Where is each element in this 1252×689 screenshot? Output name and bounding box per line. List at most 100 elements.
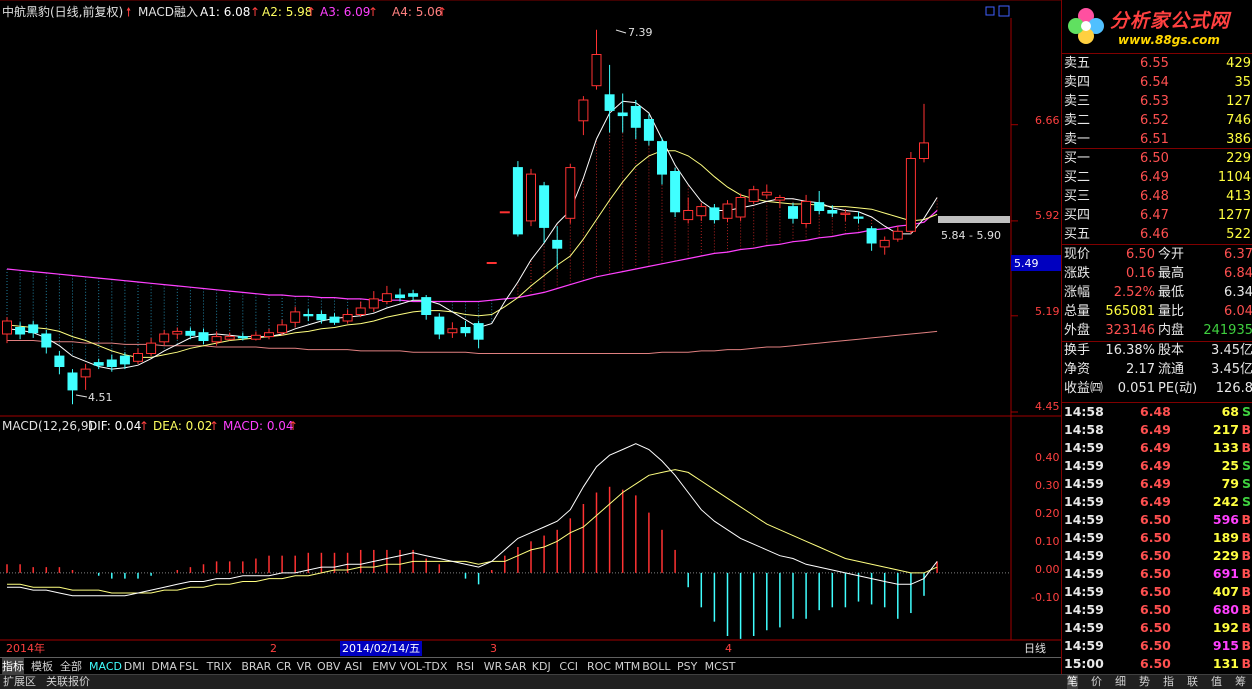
- stat-label: 外盘: [1064, 323, 1091, 338]
- candle-body-56: [735, 197, 746, 218]
- related-quotes-tab[interactable]: 关联报价: [46, 675, 90, 688]
- candle-body-28: [368, 298, 379, 309]
- indicator-tab-wr[interactable]: WR: [483, 660, 503, 673]
- candle-body-55: [722, 203, 733, 219]
- stat-value: 6.50: [1126, 247, 1155, 262]
- site-logo: 分析家公式网 www.88gs.com: [1062, 0, 1252, 53]
- indicator-tab-boll[interactable]: BOLL: [642, 660, 671, 673]
- bid-volume: 1104: [1217, 170, 1251, 185]
- a1-value: A1: 6.08: [200, 5, 250, 19]
- indicator-tab-sar[interactable]: SAR: [504, 660, 527, 673]
- candle-body-54: [709, 207, 720, 221]
- trade-price: 6.50: [1140, 620, 1171, 635]
- chart-area[interactable]: 中航黑豹(日线,前复权) 🠕 MACD融入 A1: 6.08 ↑ A2: 5.9…: [0, 0, 1061, 657]
- bottom-bar: 扩展区 关联报价: [0, 674, 1061, 689]
- indicator-tab-roc[interactable]: ROC: [587, 660, 611, 673]
- bid-label: 买五: [1064, 227, 1091, 242]
- stat-value: 126.8: [1215, 381, 1252, 396]
- side-tab-1[interactable]: 价: [1091, 675, 1102, 688]
- indicator-tab-dmi[interactable]: DMI: [123, 660, 146, 673]
- candle-body-23: [303, 314, 314, 317]
- bid-row: 买一 6.50 229: [1062, 149, 1252, 168]
- bid-volume: 522: [1226, 227, 1251, 242]
- candle-body-65: [853, 216, 864, 219]
- candle-body-25: [329, 316, 340, 323]
- indicator-tab-rsi[interactable]: RSI: [456, 660, 475, 673]
- stat-value: 241935: [1203, 323, 1252, 338]
- indicator-tab-模板[interactable]: 模板: [31, 660, 53, 673]
- indicator-tab-全部[interactable]: 全部: [60, 660, 82, 673]
- indicator-tab-obv[interactable]: OBV: [317, 660, 341, 673]
- ask-volume: 386: [1226, 132, 1251, 147]
- indicator-tab-fsl[interactable]: FSL: [179, 660, 199, 673]
- candle-body-20: [264, 332, 274, 338]
- candle-body-68: [892, 230, 903, 240]
- side-tab-6[interactable]: 值: [1211, 675, 1222, 688]
- window-close-icon[interactable]: [998, 5, 1010, 17]
- candle-body-67: [879, 239, 890, 248]
- side-tab-4[interactable]: 指: [1163, 675, 1174, 688]
- stat-label: 总量: [1064, 304, 1091, 319]
- indicator-tab-macd[interactable]: MACD: [89, 660, 122, 673]
- candle-body-14: [185, 330, 196, 336]
- side-tab-2[interactable]: 细: [1115, 675, 1126, 688]
- trade-price: 6.50: [1140, 548, 1171, 563]
- period-label[interactable]: 日线: [1024, 641, 1046, 655]
- candle-body-35: [460, 327, 471, 334]
- indicator-tab-dma[interactable]: DMA: [151, 660, 177, 673]
- indicator-tab-kdj[interactable]: KDJ: [531, 660, 551, 673]
- indicator-tab-brar[interactable]: BRAR: [241, 660, 272, 673]
- trade-side: B: [1241, 620, 1251, 635]
- trade-volume: 242: [1212, 494, 1239, 509]
- bid-row: 买五 6.46 522: [1062, 225, 1252, 244]
- indicator-tab-trix[interactable]: TRIX: [206, 660, 232, 673]
- trade-side: B: [1241, 656, 1251, 671]
- candle-body-29: [381, 293, 392, 303]
- side-tab-7[interactable]: 筹: [1235, 675, 1246, 688]
- indicator-tab-mtm[interactable]: MTM: [614, 660, 641, 673]
- candle-body-2: [28, 324, 39, 334]
- indicator-tab-指标[interactable]: 指标: [2, 658, 24, 675]
- candlestick-series: [2, 29, 929, 405]
- trade-row: 14:59 6.49 242 S: [1062, 493, 1252, 511]
- expand-area-tab[interactable]: 扩展区: [3, 675, 36, 688]
- side-tab-0[interactable]: 笔: [1067, 675, 1078, 689]
- stat-value: 16.38%: [1105, 343, 1155, 358]
- trade-volume: 68: [1221, 404, 1239, 419]
- indicator-tab-vr[interactable]: VR: [296, 660, 312, 673]
- candle-body-59: [774, 197, 785, 201]
- trade-row: 14:59 6.50 189 B: [1062, 529, 1252, 547]
- ma-purple-line: [6, 210, 938, 303]
- macd-value: MACD: 0.04: [223, 419, 294, 433]
- candle-body-37: [486, 262, 497, 264]
- indicator-tab-mcst[interactable]: MCST: [704, 660, 736, 673]
- side-tab-5[interactable]: 联: [1187, 675, 1198, 688]
- candle-body-39: [512, 167, 523, 235]
- bid-label: 买三: [1064, 189, 1091, 204]
- trade-time: 14:59: [1064, 638, 1104, 653]
- trade-volume: 217: [1212, 422, 1239, 437]
- trade-price: 6.49: [1140, 458, 1171, 473]
- indicator-tab-cr[interactable]: CR: [276, 660, 292, 673]
- dea-line: [7, 469, 938, 594]
- indicator-tab-vol-tdx[interactable]: VOL-TDX: [399, 660, 448, 673]
- side-tab-3[interactable]: 势: [1139, 675, 1150, 688]
- indicator-tab-emv[interactable]: EMV: [372, 660, 397, 673]
- indicator-tab-psy[interactable]: PSY: [677, 660, 698, 673]
- a2-value: A2: 5.98: [262, 5, 312, 19]
- indicator-tab-asi[interactable]: ASI: [344, 660, 363, 673]
- stat-label: 收益㈣: [1064, 381, 1104, 396]
- stat-row: 收益㈣ 0.051 PE(动) 126.8: [1062, 379, 1252, 398]
- bid-row: 买二 6.49 1104: [1062, 168, 1252, 187]
- macd-tick-5: 0.00: [1035, 563, 1060, 576]
- candle-body-60: [788, 206, 798, 219]
- window-restore-icon[interactable]: [985, 6, 995, 16]
- stat-row: 净资 2.17 流通 3.45亿: [1062, 360, 1252, 379]
- range-annotation: 5.84 - 5.90: [941, 229, 1001, 242]
- a3-value: A3: 6.09: [320, 5, 370, 19]
- ma-mid-line: [6, 150, 938, 358]
- trade-time: 14:59: [1064, 512, 1104, 527]
- macd-tick-1: 0.40: [1035, 451, 1060, 464]
- indicator-tab-cci[interactable]: CCI: [559, 660, 578, 673]
- stat-label: 股本: [1158, 343, 1185, 358]
